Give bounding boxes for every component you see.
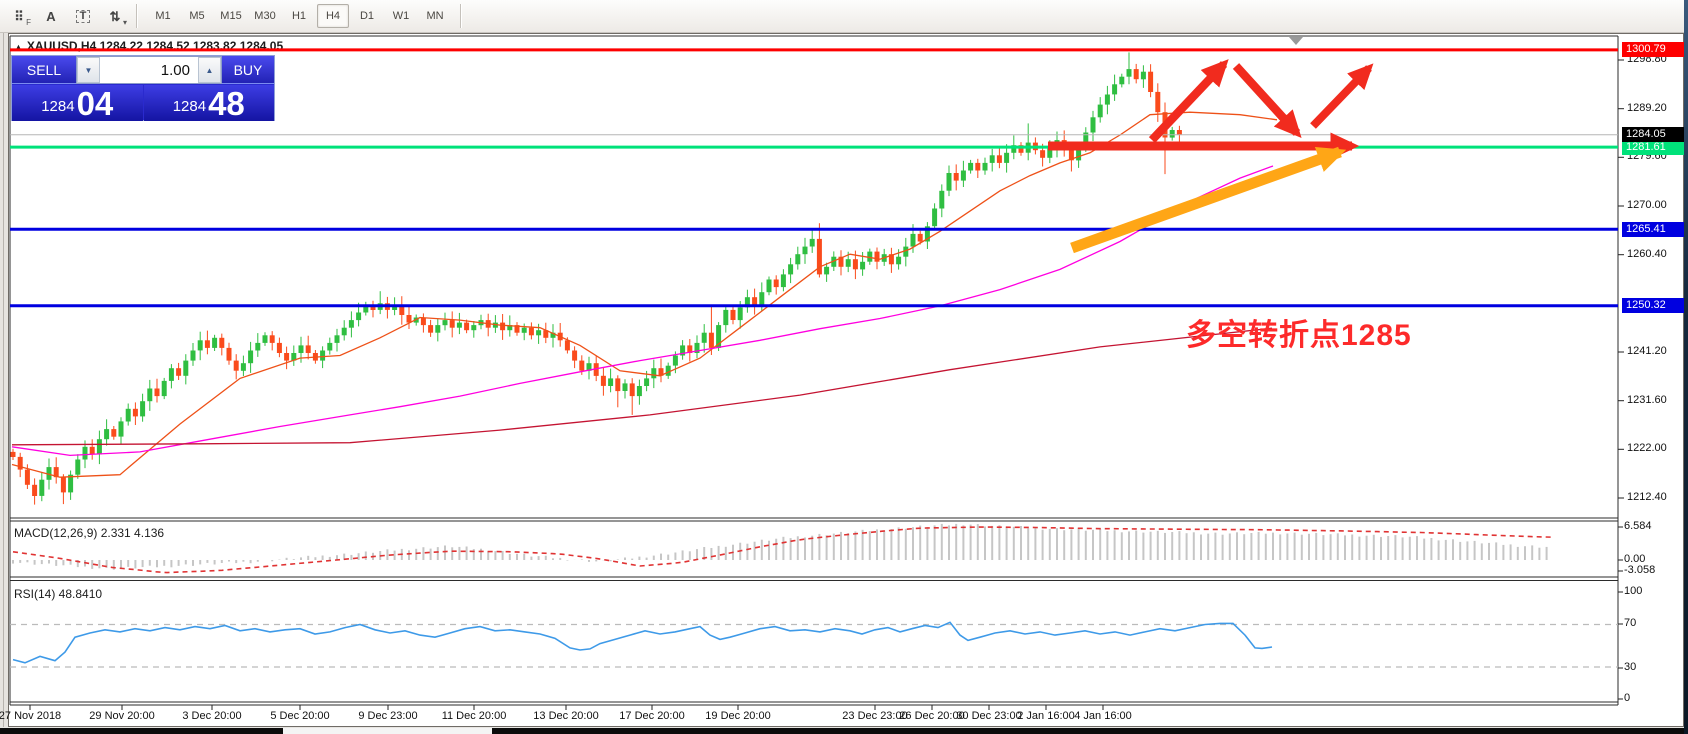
macd-scale-label: 0.00	[1624, 553, 1646, 565]
price-tick-label: 1289.20	[1627, 101, 1667, 114]
one-click-trading-panel: SELL ▼ ▲ BUY 1284 04 1284 48	[11, 55, 275, 121]
symbol-triangle-icon: ▲	[14, 42, 23, 52]
timeframe-button-m15[interactable]: M15	[220, 10, 242, 22]
date-tick-label: 9 Dec 23:00	[358, 710, 418, 722]
price-tick-label: 1260.40	[1627, 247, 1667, 260]
date-tick-label: 3 Dec 20:00	[182, 710, 242, 722]
chart-window[interactable]	[8, 33, 1684, 727]
desktop-sliver	[1684, 0, 1688, 734]
taskbar-sliver	[0, 728, 1684, 734]
rsi-scale-label: 70	[1624, 617, 1637, 629]
price-tick-label: 1212.40	[1627, 490, 1667, 503]
cursor-arrows-icon[interactable]: ⇅ ▾	[109, 8, 127, 28]
date-tick-label: 4 Jan 16:00	[1074, 710, 1132, 722]
macd-scale-label: -3.058	[1624, 564, 1656, 576]
buy-price-display[interactable]: 1284 48	[143, 85, 274, 122]
timeframe-button-m1[interactable]: M1	[155, 10, 171, 22]
buy-button[interactable]: BUY	[222, 56, 274, 84]
timeframe-button-mn[interactable]: MN	[426, 10, 444, 22]
sell-button[interactable]: SELL	[12, 56, 76, 84]
text-box-icon[interactable]: T	[70, 4, 96, 28]
toolbar: ⠿ F A T ⇅ ▾ M1 M5 M15 M30 H1 H4 D1 W1 MN	[0, 0, 1684, 33]
price-tick-label: 1241.20	[1627, 344, 1667, 357]
timeframe-button-m5[interactable]: M5	[189, 10, 205, 22]
date-tick-label: 23 Dec 23:00	[842, 710, 908, 722]
timeframe-button-d1[interactable]: D1	[359, 10, 375, 22]
price-badge-1300.79: 1300.79	[1622, 42, 1684, 58]
date-tick-label: 19 Dec 20:00	[705, 710, 771, 722]
volume-decrease-button[interactable]: ▼	[77, 57, 100, 83]
toolbar-separator	[460, 4, 462, 28]
price-badge-1265.41: 1265.41	[1622, 221, 1684, 237]
price-tick-label: 1231.60	[1627, 393, 1667, 406]
sell-price-display[interactable]: 1284 04	[12, 85, 143, 121]
macd-scale-label: 6.584	[1624, 520, 1652, 532]
date-tick-label: 5 Dec 20:00	[270, 710, 330, 722]
macd-label: MACD(12,26,9) 2.331 4.136	[14, 526, 165, 540]
timeframe-button-m30[interactable]: M30	[254, 10, 276, 22]
rsi-label: RSI(14) 48.8410	[14, 587, 103, 601]
price-badge-1250.32: 1250.32	[1622, 298, 1684, 314]
text-label-icon[interactable]: A	[46, 8, 56, 24]
chart-title: ▲ XAUUSD,H4 1284.22 1284.52 1283.82 1284.…	[14, 39, 284, 53]
date-tick-label: 26 Dec 20:00	[899, 710, 965, 722]
date-tick-label: 2 Jan 16:00	[1017, 710, 1075, 722]
date-tick-label: 11 Dec 20:00	[441, 710, 507, 722]
volume-stepper: ▼ ▲	[76, 56, 222, 84]
volume-input[interactable]	[100, 57, 198, 83]
price-tick-label: 1222.00	[1627, 442, 1667, 455]
date-tick-label: 27 Nov 2018	[0, 710, 62, 722]
timeframe-button-h4[interactable]: H4	[317, 4, 349, 28]
price-badge-1281.61: 1281.61	[1622, 139, 1684, 155]
price-tick-label: 1270.00	[1627, 198, 1667, 211]
template-f-icon[interactable]: ⠿ F	[14, 8, 31, 28]
toolbar-separator	[136, 4, 138, 28]
rsi-scale-label: 100	[1624, 585, 1643, 597]
date-tick-label: 17 Dec 20:00	[619, 710, 685, 722]
buy-price-small: 1284	[172, 98, 207, 115]
rsi-scale-label: 30	[1624, 661, 1637, 673]
buy-price-big: 48	[208, 85, 245, 122]
timeframe-button-h1[interactable]: H1	[291, 10, 307, 22]
sell-price-big: 04	[76, 85, 114, 122]
current-price-badge: 1284.05	[1622, 127, 1684, 143]
date-tick-label: 30 Dec 23:00	[956, 710, 1022, 722]
rsi-scale-label: 0	[1624, 692, 1631, 704]
annotation-text[interactable]: 多空转折点1285	[1186, 319, 1412, 352]
date-tick-label: 13 Dec 20:00	[533, 710, 599, 722]
taskbar-gap	[283, 728, 492, 734]
date-tick-label: 29 Nov 20:00	[89, 710, 155, 722]
timeframe-button-w1[interactable]: W1	[392, 10, 410, 22]
volume-increase-button[interactable]: ▲	[198, 57, 221, 83]
window-left-edge	[0, 33, 8, 727]
sell-price-small: 1284	[41, 98, 75, 115]
